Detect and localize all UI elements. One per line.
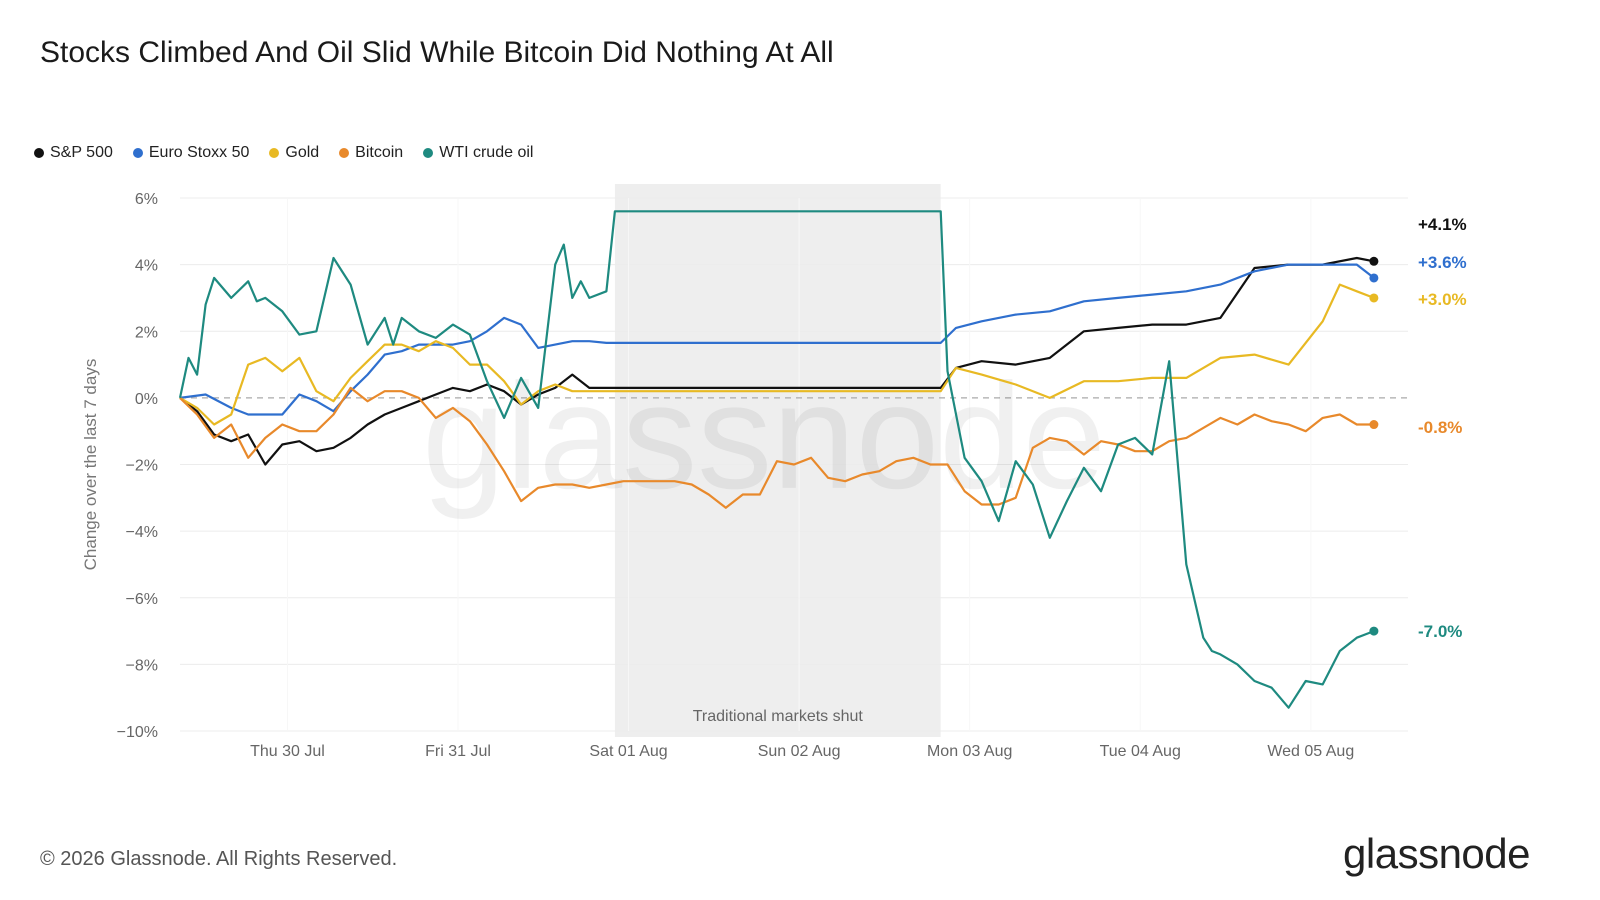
series-end-label: +3.6% <box>1418 253 1467 272</box>
series-line <box>178 210 1375 709</box>
legend-item[interactable]: WTI crude oil <box>423 144 533 162</box>
legend-label: Bitcoin <box>355 144 404 161</box>
series-end-label: +3.0% <box>1418 290 1467 309</box>
x-tick-label: Wed 05 Aug <box>1267 743 1354 760</box>
legend-label: WTI crude oil <box>439 144 534 161</box>
legend-dot-icon <box>269 148 280 158</box>
legend-label: Gold <box>285 144 320 161</box>
series-end-point <box>1369 626 1379 636</box>
legend-dot-icon <box>34 148 44 158</box>
series-end-label: +4.1% <box>1418 215 1467 234</box>
legend-item[interactable]: Euro Stoxx 50 <box>132 144 250 162</box>
series-line <box>179 263 1375 416</box>
legend-dot-icon <box>132 148 143 158</box>
x-tick-label: Sat 01 Aug <box>589 743 667 760</box>
series-end-point <box>1369 256 1379 266</box>
y-axis-label: Change over the last 7 days <box>81 359 100 571</box>
y-tick-label: −6% <box>126 591 158 608</box>
y-tick-label: −10% <box>117 724 158 741</box>
legend-item[interactable]: Bitcoin <box>339 144 403 162</box>
legend-dot-icon <box>423 148 434 158</box>
legend-item[interactable]: S&P 500 <box>34 144 113 162</box>
legend-label: S&P 500 <box>50 144 113 161</box>
series-end-label: -0.8% <box>1418 418 1462 437</box>
series-end-point <box>1369 420 1379 430</box>
legend-label: Euro Stoxx 50 <box>148 144 250 161</box>
series-end-point <box>1369 293 1379 303</box>
series-end-label: -7.0% <box>1418 622 1462 641</box>
legend-item[interactable]: Gold <box>269 144 319 162</box>
copyright-footer: © 2026 Glassnode. All Rights Reserved. <box>40 848 398 870</box>
chart-legend: S&P 500 Euro Stoxx 50 Gold Bitcoin WTI crude… <box>34 144 533 162</box>
y-tick-label: 4% <box>135 258 158 275</box>
y-tick-label: 2% <box>135 324 158 341</box>
glassnode-logo: glassnode <box>1343 830 1530 877</box>
watermark: glassnode <box>422 352 1106 520</box>
y-tick-label: 0% <box>135 391 158 408</box>
markets-shut-label: Traditional markets shut <box>693 708 864 725</box>
x-tick-label: Mon 03 Aug <box>927 743 1012 760</box>
y-tick-label: −8% <box>126 657 158 674</box>
x-tick-label: Tue 04 Aug <box>1100 743 1181 760</box>
series-end-point <box>1369 273 1379 283</box>
y-tick-label: −4% <box>126 524 158 541</box>
chart-title: Stocks Climbed And Oil Slid While Bitcoi… <box>40 36 834 69</box>
y-tick-label: −2% <box>126 458 158 475</box>
x-tick-label: Fri 31 Jul <box>425 743 491 760</box>
x-tick-label: Thu 30 Jul <box>250 743 325 760</box>
legend-dot-icon <box>339 148 350 158</box>
x-tick-label: Sun 02 Aug <box>758 743 841 760</box>
y-tick-label: 6% <box>135 191 158 208</box>
series-line <box>179 283 1375 426</box>
